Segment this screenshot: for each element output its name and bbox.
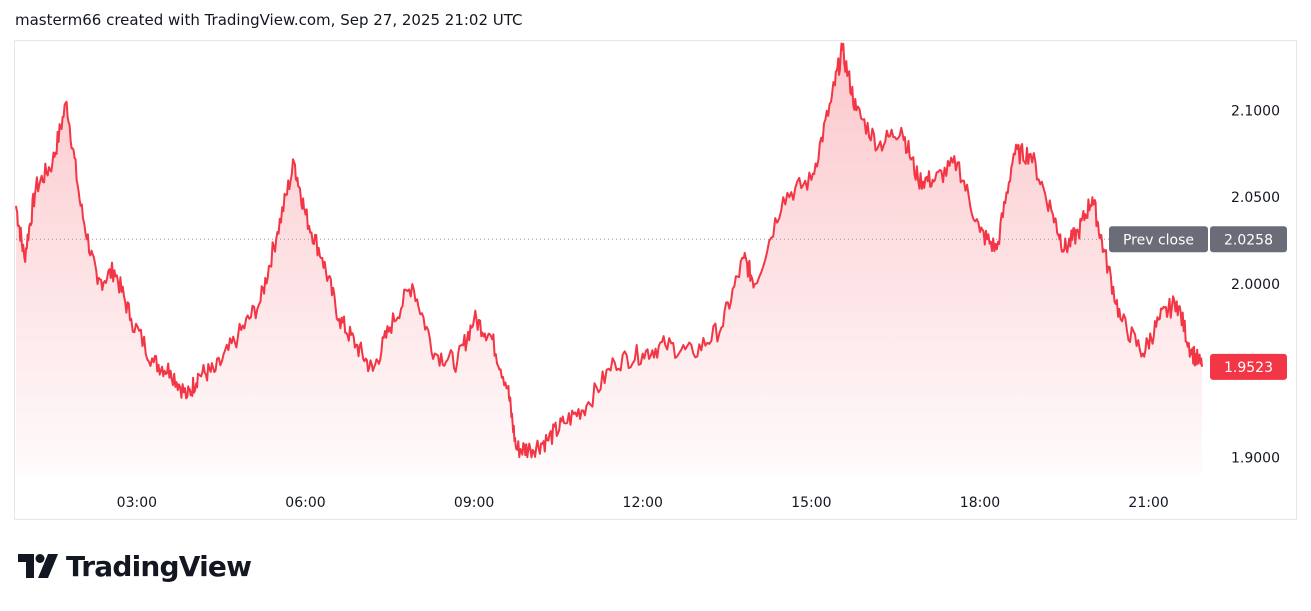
chart-caption: masterm66 created with TradingView.com, … xyxy=(15,11,523,29)
y-tick-label: 2.0500 xyxy=(1231,190,1280,206)
last-price-value: 1.9523 xyxy=(1224,360,1273,376)
x-tick-label: 12:00 xyxy=(623,495,663,511)
x-tick-label: 03:00 xyxy=(117,495,157,511)
tradingview-wordmark: TradingView xyxy=(66,549,252,583)
last-price-badge: 1.9523 xyxy=(1210,353,1287,380)
x-tick-label: 09:00 xyxy=(454,495,494,511)
y-tick-label: 2.1000 xyxy=(1231,103,1280,119)
price-line xyxy=(15,42,1203,459)
prev-close-badge: Prev close 2.0258 xyxy=(1109,226,1287,253)
x-tick-label: 06:00 xyxy=(285,495,325,511)
tradingview-logo[interactable]: TradingView xyxy=(18,548,252,584)
tradingview-logo-icon xyxy=(18,554,58,578)
prev-close-value: 2.0258 xyxy=(1224,232,1273,248)
price-area-fill xyxy=(16,43,1202,475)
y-tick-label: 2.0000 xyxy=(1231,277,1280,293)
y-tick-label: 1.9000 xyxy=(1231,451,1280,467)
x-tick-label: 15:00 xyxy=(791,495,831,511)
chart-frame: 2.1000 2.0500 2.0000 1.9000 03:00 06:00 09:00… xyxy=(14,40,1297,520)
x-tick-label: 18:00 xyxy=(960,495,1000,511)
x-tick-label: 21:00 xyxy=(1128,495,1168,511)
price-chart: 2.1000 2.0500 2.0000 1.9000 03:00 06:00 09:00… xyxy=(15,42,1287,511)
prev-close-label: Prev close xyxy=(1123,232,1194,248)
